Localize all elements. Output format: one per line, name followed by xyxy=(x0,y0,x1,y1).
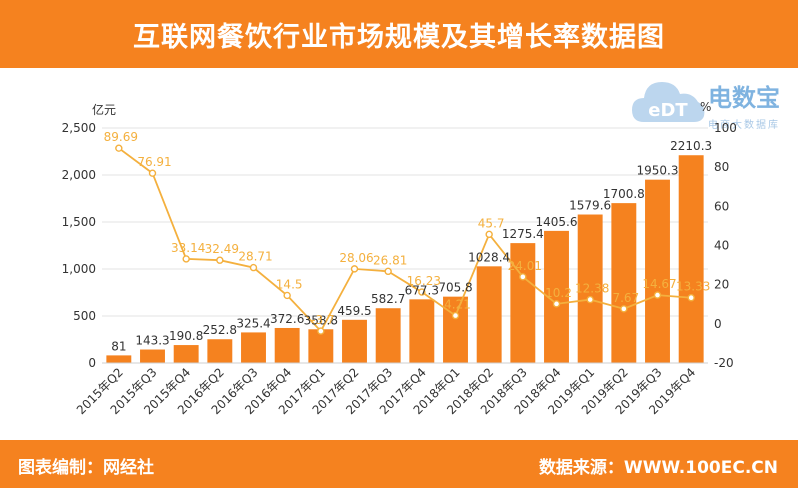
line-value-label: 45.7 xyxy=(478,216,505,230)
bar-value-label: 143.3 xyxy=(135,334,169,348)
line-value-label: 33.14 xyxy=(171,241,205,255)
y-right-tick-label: -20 xyxy=(714,356,734,370)
logo-text: 电数宝 xyxy=(708,84,780,112)
bar xyxy=(443,296,468,363)
footer-credit: 图表编制：网经社 xyxy=(18,458,154,478)
footer: 图表编制：网经社 数据来源：WWW.100EC.CN xyxy=(0,440,798,488)
bar xyxy=(274,327,300,363)
bar xyxy=(476,266,502,363)
line-point xyxy=(552,300,561,308)
logo-badge: eDT xyxy=(648,100,688,121)
line-value-label: 32.49 xyxy=(205,242,239,256)
line-point xyxy=(350,265,359,273)
bar xyxy=(342,319,367,363)
bar xyxy=(611,203,637,363)
bar-value-label: 582.7 xyxy=(371,292,405,306)
line-value-label: 28.06 xyxy=(339,251,373,265)
cloud-logo-icon: eDT xyxy=(632,82,705,122)
y-right-tick-label: 0 xyxy=(714,317,722,331)
line-value-label: -3.7 xyxy=(311,313,334,327)
y-left-tick-label: 0 xyxy=(88,356,96,370)
bar-value-label: 1275.4 xyxy=(502,227,544,241)
line-point xyxy=(148,169,157,177)
line-point xyxy=(586,295,594,304)
logo-subtext: 电商大数据库 xyxy=(708,120,780,131)
y-left-unit: 亿元 xyxy=(92,103,117,117)
line-point xyxy=(485,230,493,239)
line-value-label: 12.38 xyxy=(575,282,609,296)
bar-value-label: 1405.6 xyxy=(536,215,578,229)
line-value-label: 24.01 xyxy=(508,259,542,273)
line-value-label: 10.2 xyxy=(545,286,572,300)
bar xyxy=(678,155,704,363)
y-right-tick-label: 100 xyxy=(714,121,737,135)
bar-value-label: 372.6 xyxy=(270,312,304,326)
growth-line xyxy=(118,147,692,333)
line-point xyxy=(283,291,291,300)
bar-value-label: 459.5 xyxy=(337,304,371,318)
bar-value-label: 2210.3 xyxy=(670,139,712,153)
line-value-label: 4.21 xyxy=(444,298,471,312)
bar xyxy=(510,243,536,363)
title-bar: 互联网餐饮行业市场规模及其增长率数据图 xyxy=(0,0,798,68)
bar-value-label: 1028.4 xyxy=(468,250,510,264)
bar xyxy=(375,308,401,363)
y-left-tick-label: 1,500 xyxy=(62,215,96,229)
bar xyxy=(409,299,435,363)
line-value-label: 14.67 xyxy=(642,277,676,291)
bar-value-label: 1950.3 xyxy=(637,164,679,178)
y-right-tick-label: 80 xyxy=(714,160,729,174)
footer-source: 数据来源：WWW.100EC.CN xyxy=(538,458,778,478)
line-value-label: 28.71 xyxy=(238,250,272,264)
line-point xyxy=(384,267,392,276)
line-value-label: 26.81 xyxy=(373,253,407,267)
bar xyxy=(207,339,233,363)
bar xyxy=(645,179,670,363)
y-right-tick-label: 40 xyxy=(714,239,729,253)
line-point xyxy=(249,263,258,272)
line-point xyxy=(451,311,460,320)
line-point xyxy=(519,273,527,281)
bar-value-label: 81 xyxy=(111,339,126,353)
bar xyxy=(106,355,132,363)
line-value-label: 7.67 xyxy=(612,291,639,305)
y-right-tick-label: 60 xyxy=(714,199,729,213)
y-right-unit: % xyxy=(700,100,712,114)
y-left-tick-label: 2,500 xyxy=(62,121,96,135)
bar xyxy=(577,214,603,363)
bar xyxy=(308,329,334,363)
line-point xyxy=(418,288,426,296)
line-value-label: 89.69 xyxy=(104,130,138,144)
bar-value-label: 252.8 xyxy=(203,323,237,337)
y-left-tick-label: 1,000 xyxy=(62,262,96,276)
logo: eDT 电数宝 电商大数据库 xyxy=(630,72,790,136)
bar xyxy=(241,332,266,363)
line-point xyxy=(115,144,123,152)
line-point xyxy=(216,256,224,264)
bar-value-label: 1700.8 xyxy=(603,187,645,201)
line-value-label: 13.33 xyxy=(676,280,710,294)
y-left-tick-label: 500 xyxy=(73,309,96,323)
line-value-label: 76.91 xyxy=(137,155,171,169)
line-point xyxy=(182,255,190,263)
bar-value-label: 1579.6 xyxy=(569,199,611,213)
line-point xyxy=(620,305,628,313)
line-value-label: 14.5 xyxy=(276,277,303,291)
line-point xyxy=(687,294,695,302)
y-right-tick-label: 20 xyxy=(714,278,729,292)
bar-value-label: 190.8 xyxy=(169,329,203,343)
y-left-tick-label: 2,000 xyxy=(62,168,96,182)
line-point xyxy=(317,327,325,335)
bar-value-label: 677.3 xyxy=(405,283,439,297)
line-point xyxy=(653,291,662,299)
bar xyxy=(173,345,199,363)
chart-title: 互联网餐饮行业市场规模及其增长率数据图 xyxy=(133,21,665,53)
bar xyxy=(140,349,165,363)
bar-value-label: 325.4 xyxy=(236,316,270,330)
bar-value-label: 705.8 xyxy=(438,281,472,295)
line-value-label: 16.23 xyxy=(407,274,441,288)
bar-value-label: 358.8 xyxy=(304,313,338,327)
